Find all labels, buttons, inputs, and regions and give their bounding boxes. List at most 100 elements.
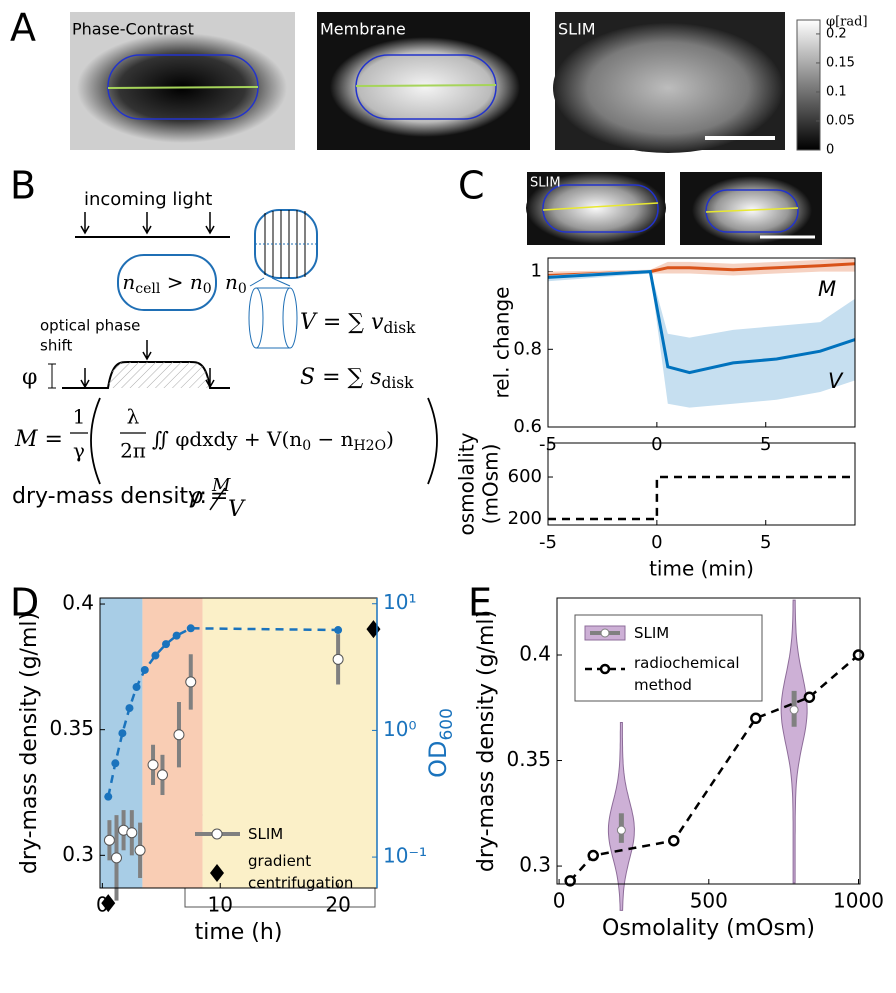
violin-median [617,826,625,834]
y2-axis-label: OD600 [424,708,457,778]
y-axis-label: dry-mass density (g/ml) [474,610,499,872]
panel-b-drawing [48,210,437,510]
marker [186,677,196,687]
eq-subscript: disk [383,319,416,337]
marker [112,853,122,863]
x-tick-label: 500 [690,889,728,913]
label: optical phase [40,317,140,335]
marker [133,683,141,691]
marker [669,836,678,845]
eq-part: ∬ φdxdy + V(n [152,427,302,451]
colorbar-tick-label: 0.05 [826,113,855,128]
x-tick-label: 5 [760,532,771,553]
y-tick-label: 0.3 [62,842,94,866]
y2-tick-label: 10⁻¹ [383,844,427,868]
x-tick-label: 0 [553,889,566,913]
eq-part: > n [160,270,202,294]
marker [854,650,863,659]
marker [157,770,167,780]
y-tick-label: 0.35 [49,716,94,740]
violin-median [790,706,798,714]
image-label: SLIM [558,20,596,39]
eq-part: n [225,270,238,294]
series-label: V [828,369,844,393]
image-label: Phase-Contrast [72,20,194,39]
eq-subscript: H2O [353,438,386,454]
label: M = [14,427,63,452]
marker [333,654,343,664]
colorbar-tick-label: 0.15 [826,55,855,70]
x-tick-label: 5 [760,434,771,455]
y-axis-label: (mOsm) [479,444,503,525]
y2-tick-label: 10⁰ [383,717,416,741]
y-tick-label: 0.6 [513,416,542,437]
marker [751,714,760,723]
y-axis-label: rel. change [490,287,514,399]
label: λ [127,405,140,429]
label: incoming light [84,189,212,210]
region [142,598,202,888]
equation: ncell > n0 [122,270,211,298]
band [548,270,855,408]
marker [162,640,170,648]
image-label: SLIM [530,176,561,191]
region [203,598,377,888]
panel-c-images [526,172,822,245]
label: V [228,497,246,522]
marker [104,835,114,845]
legend-label: radiochemical method [634,652,754,696]
label: shift [40,337,73,355]
y-tick-label: 600 [508,466,542,487]
y-tick-label: 0.4 [62,591,94,615]
legend-label: gradient centrifugation [248,850,370,894]
page: {"panel_labels":["A","B","C","D","E"], "… [0,0,896,993]
axes-frame [548,443,855,525]
eq-subscript: disk [381,374,414,392]
legend-label: SLIM [634,622,669,644]
eq-subscript: 0 [203,281,212,297]
eq-subscript: cell [135,281,161,297]
eq-part: − n [311,427,353,451]
y-tick-label: 0.8 [513,338,542,359]
marker [174,730,184,740]
series-line [548,477,855,519]
marker [148,760,158,770]
violin [781,600,807,883]
legend-swatch [212,829,222,839]
marker [805,693,814,702]
y2-tick-label: 10¹ [383,590,416,614]
marker [334,626,342,634]
eq-part: ) [386,427,394,451]
marker [187,624,195,632]
label: φ [22,365,37,390]
colorbar-tick-label: 0 [826,143,834,158]
equation: ∬ φdxdy + V(n0 − nH2O) [152,427,394,455]
panel-letter: B [10,164,36,208]
eq-part: V = ∑ v [300,310,384,335]
marker [127,828,137,838]
colorbar-tick-label: 0.1 [826,84,847,99]
y-axis-label: dry-mass density (g/ml) [17,612,42,874]
label: M [211,475,231,496]
marker [104,793,112,801]
marker [125,704,133,712]
legend-swatch [601,629,609,637]
y2-label-text: OD [424,741,452,778]
panel-letter: C [458,164,485,208]
figure: ABCDEPhase-ContrastMembraneSLIMφ[rad]00.… [0,0,896,993]
equation: S = ∑ sdisk [300,365,414,392]
y-tick-label: 200 [508,508,542,529]
panel-letter: A [10,6,36,50]
legend-swatch [601,665,609,673]
label: γ [73,439,85,463]
x-axis-label: time (min) [649,557,754,581]
x-tick-label: 0 [651,434,662,455]
marker [589,851,598,860]
legend-label: SLIM [248,823,283,845]
label: dry-mass density: [12,484,207,509]
equation: V = ∑ vdisk [300,310,416,337]
x-tick-label: 1000 [833,889,884,913]
x-tick-label: 10 [208,893,233,917]
equation: n0 [225,270,247,298]
y-tick-label: 0.35 [506,747,551,771]
